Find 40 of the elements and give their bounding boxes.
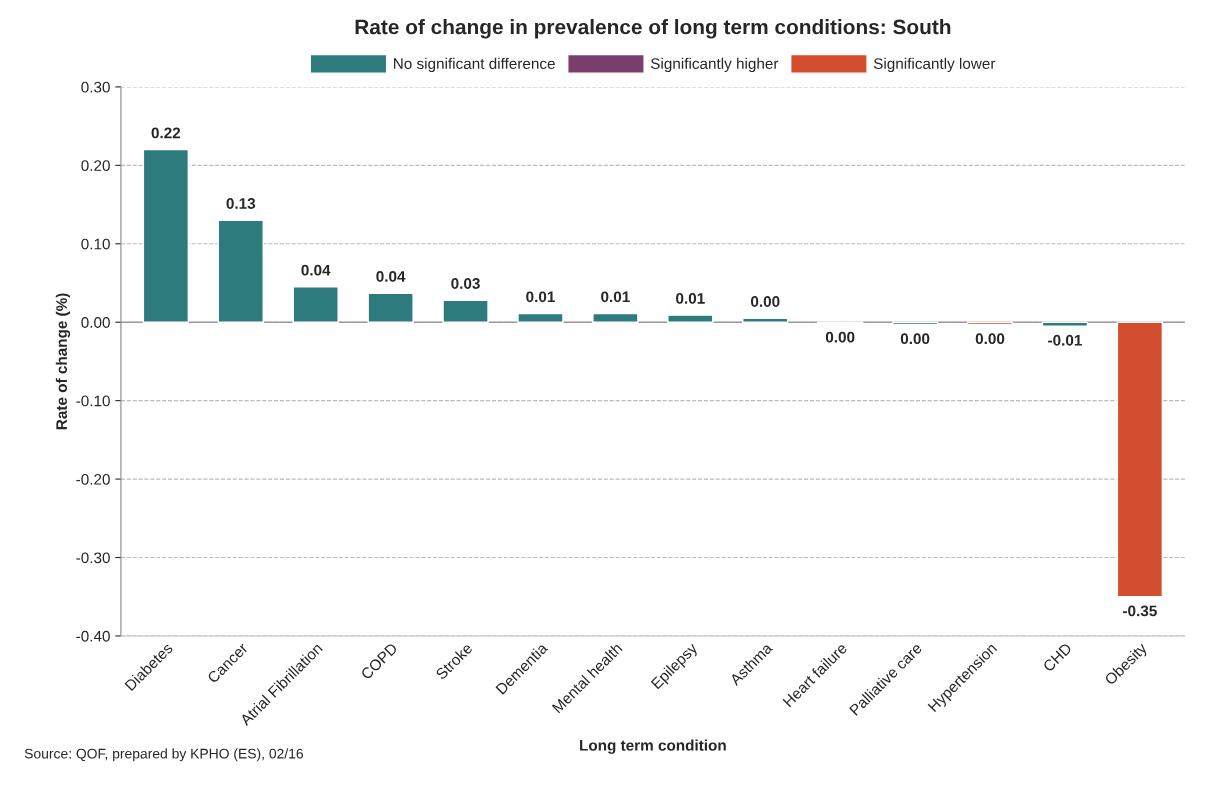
bar <box>517 312 564 323</box>
legend-label: Significantly lower <box>873 57 996 73</box>
y-tick-label: 0.20 <box>81 160 110 172</box>
data-label: 0.00 <box>975 333 1005 345</box>
chart-title: Rate of change in prevalence of long term conditions: South <box>355 19 951 39</box>
data-label: 0.03 <box>451 278 480 289</box>
data-label: 0.00 <box>825 331 855 343</box>
data-label: 0.01 <box>526 291 555 303</box>
data-label: 0.00 <box>750 296 780 307</box>
data-label: 0.04 <box>376 271 406 282</box>
bar <box>742 317 789 323</box>
data-label: 0.04 <box>301 264 331 276</box>
bar <box>292 286 339 323</box>
y-tick-label: -0.10 <box>76 395 110 407</box>
bar <box>1041 321 1089 327</box>
y-tick-label: 0.10 <box>81 238 110 250</box>
data-label: 0.13 <box>226 198 256 209</box>
x-axis-title: Long term condition <box>580 739 726 754</box>
bar <box>1116 321 1164 598</box>
data-label: 0.00 <box>900 333 930 345</box>
data-label: 0.22 <box>151 127 181 139</box>
legend-label: No significant difference <box>394 57 555 73</box>
bar <box>217 219 264 323</box>
bar <box>667 314 714 323</box>
source-note: Source: QOF, prepared by KPHO (ES), 02/16 <box>24 748 304 762</box>
y-tick-label: -0.40 <box>76 630 110 642</box>
bar <box>592 312 639 323</box>
bar <box>367 292 414 323</box>
y-tick-label: 0.30 <box>81 81 110 93</box>
y-tick-label: 0.00 <box>81 317 110 328</box>
y-tick-label: -0.30 <box>76 552 110 564</box>
bar <box>442 299 489 323</box>
data-label: -0.01 <box>1048 334 1082 346</box>
y-axis-title: Rate of change (%) <box>55 293 71 430</box>
y-tick-label: -0.20 <box>76 473 110 485</box>
legend-label: Significantly higher <box>650 57 779 73</box>
data-label: 0.01 <box>601 291 630 303</box>
data-label: -0.35 <box>1123 605 1157 617</box>
bar <box>142 148 190 323</box>
data-label: 0.01 <box>676 292 705 304</box>
